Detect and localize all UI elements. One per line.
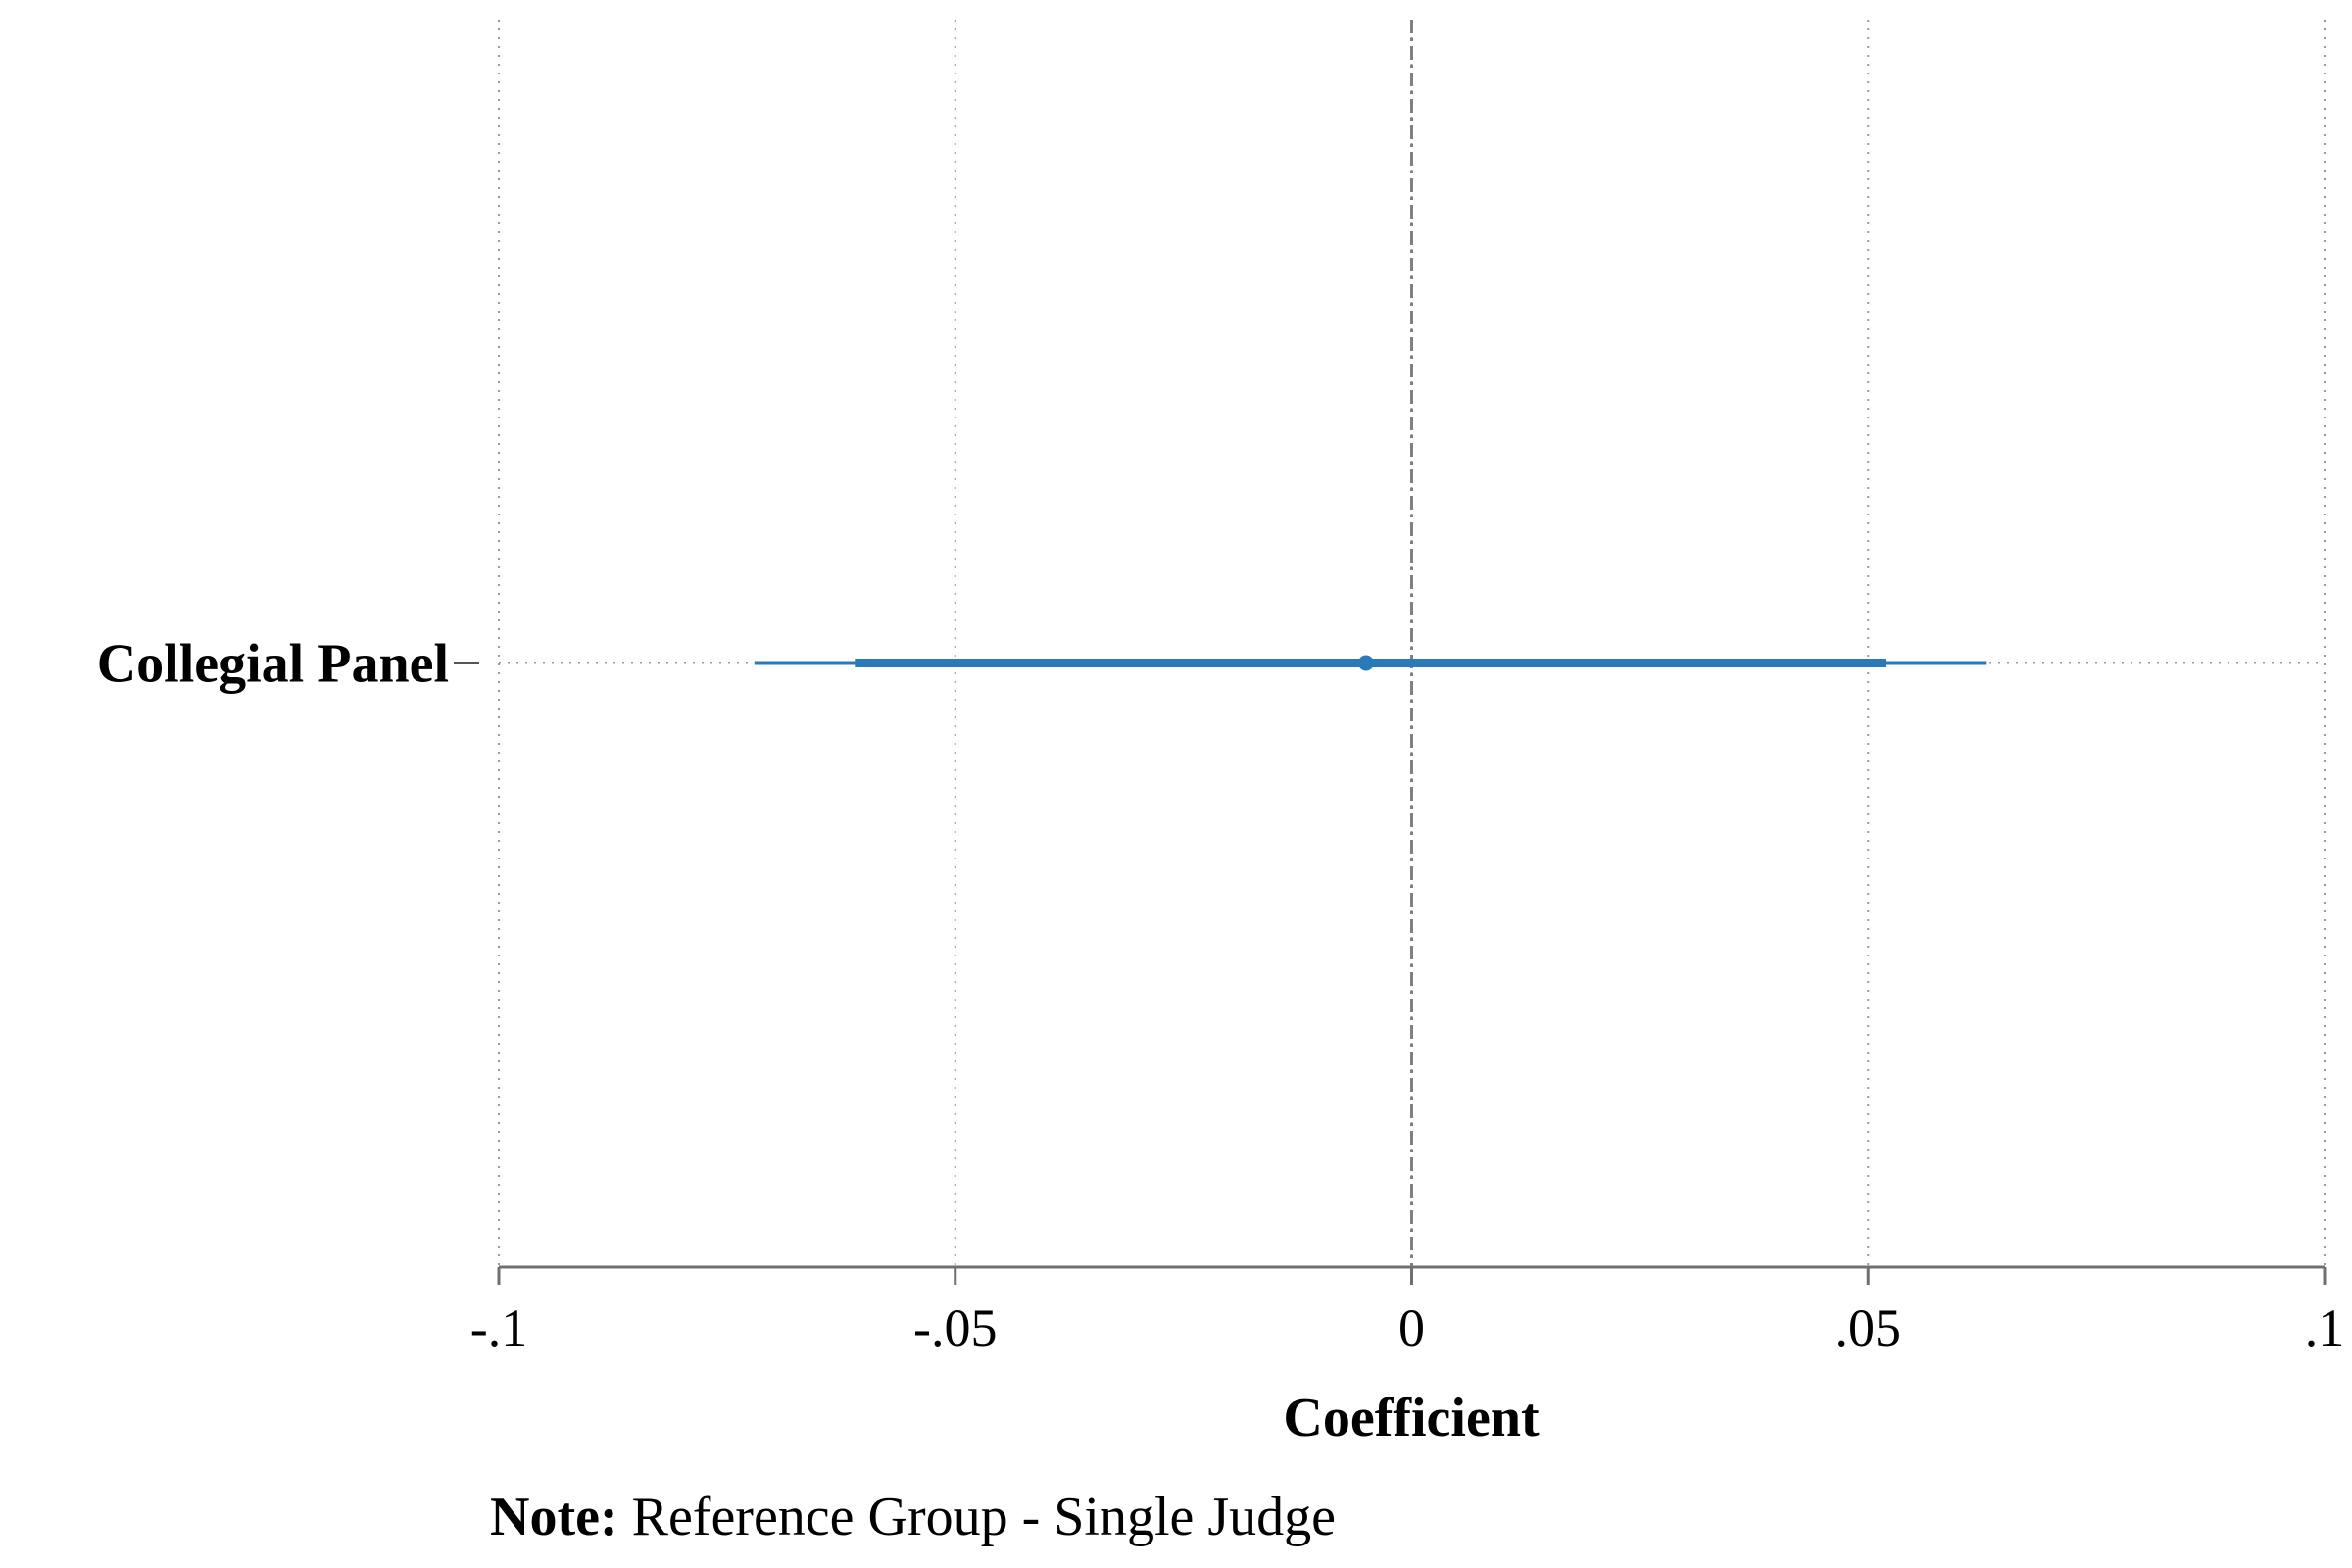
x-tick-label: .05 [1836,1298,1902,1357]
point-estimate [1357,655,1374,671]
x-tick-label: -.05 [913,1298,997,1357]
y-axis-labels: Collegial Panel [97,634,479,695]
x-axis: -.1 -.05 0 .05 .1 [470,1265,2345,1357]
confidence-interval-layer [754,655,1987,671]
note-prefix: Note: [490,1487,618,1547]
x-tick-label: .1 [2305,1298,2345,1357]
x-tick-label: 0 [1398,1298,1425,1357]
note-text: Note: Reference Group - Single Judge [490,1487,1336,1547]
x-axis-title: Coefficient [1283,1388,1540,1448]
note-body: Reference Group - Single Judge [618,1487,1336,1547]
y-tick-label: Collegial Panel [97,634,449,695]
x-tick-label: -.1 [470,1298,527,1357]
